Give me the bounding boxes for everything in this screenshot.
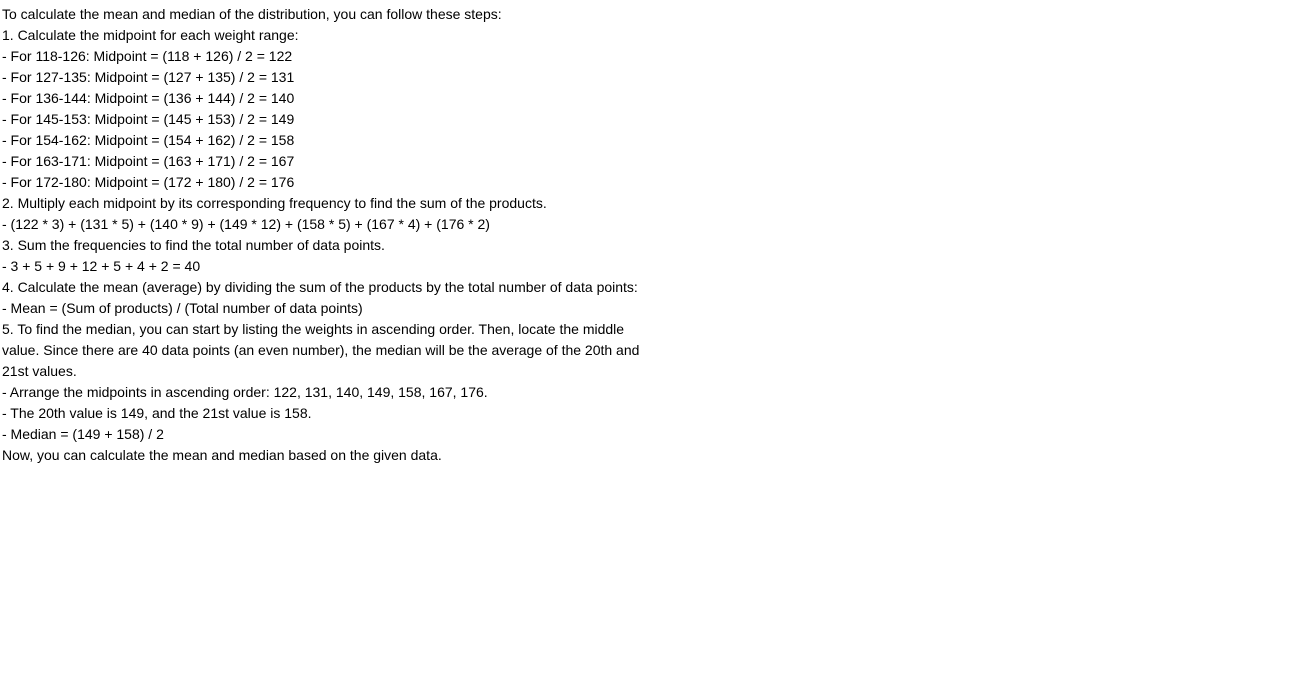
step4-title: 4. Calculate the mean (average) by divid… — [2, 277, 642, 298]
step2-title: 2. Multiply each midpoint by its corresp… — [2, 193, 642, 214]
step5-c: - Median = (149 + 158) / 2 — [2, 424, 642, 445]
step1-title: 1. Calculate the midpoint for each weigh… — [2, 25, 642, 46]
step5-a: - Arrange the midpoints in ascending ord… — [2, 382, 642, 403]
step4-calc: - Mean = (Sum of products) / (Total numb… — [2, 298, 642, 319]
midpoint-line: - For 136-144: Midpoint = (136 + 144) / … — [2, 88, 642, 109]
midpoint-line: - For 145-153: Midpoint = (145 + 153) / … — [2, 109, 642, 130]
midpoint-line: - For 172-180: Midpoint = (172 + 180) / … — [2, 172, 642, 193]
step5-b: - The 20th value is 149, and the 21st va… — [2, 403, 642, 424]
midpoint-line: - For 118-126: Midpoint = (118 + 126) / … — [2, 46, 642, 67]
instructions-content: To calculate the mean and median of the … — [2, 4, 642, 466]
step2-calc: - (122 * 3) + (131 * 5) + (140 * 9) + (1… — [2, 214, 642, 235]
step3-title: 3. Sum the frequencies to find the total… — [2, 235, 642, 256]
midpoint-line: - For 154-162: Midpoint = (154 + 162) / … — [2, 130, 642, 151]
midpoint-line: - For 127-135: Midpoint = (127 + 135) / … — [2, 67, 642, 88]
step5-title: 5. To find the median, you can start by … — [2, 319, 642, 382]
midpoint-line: - For 163-171: Midpoint = (163 + 171) / … — [2, 151, 642, 172]
intro-text: To calculate the mean and median of the … — [2, 4, 642, 25]
conclusion-text: Now, you can calculate the mean and medi… — [2, 445, 642, 466]
step3-calc: - 3 + 5 + 9 + 12 + 5 + 4 + 2 = 40 — [2, 256, 642, 277]
